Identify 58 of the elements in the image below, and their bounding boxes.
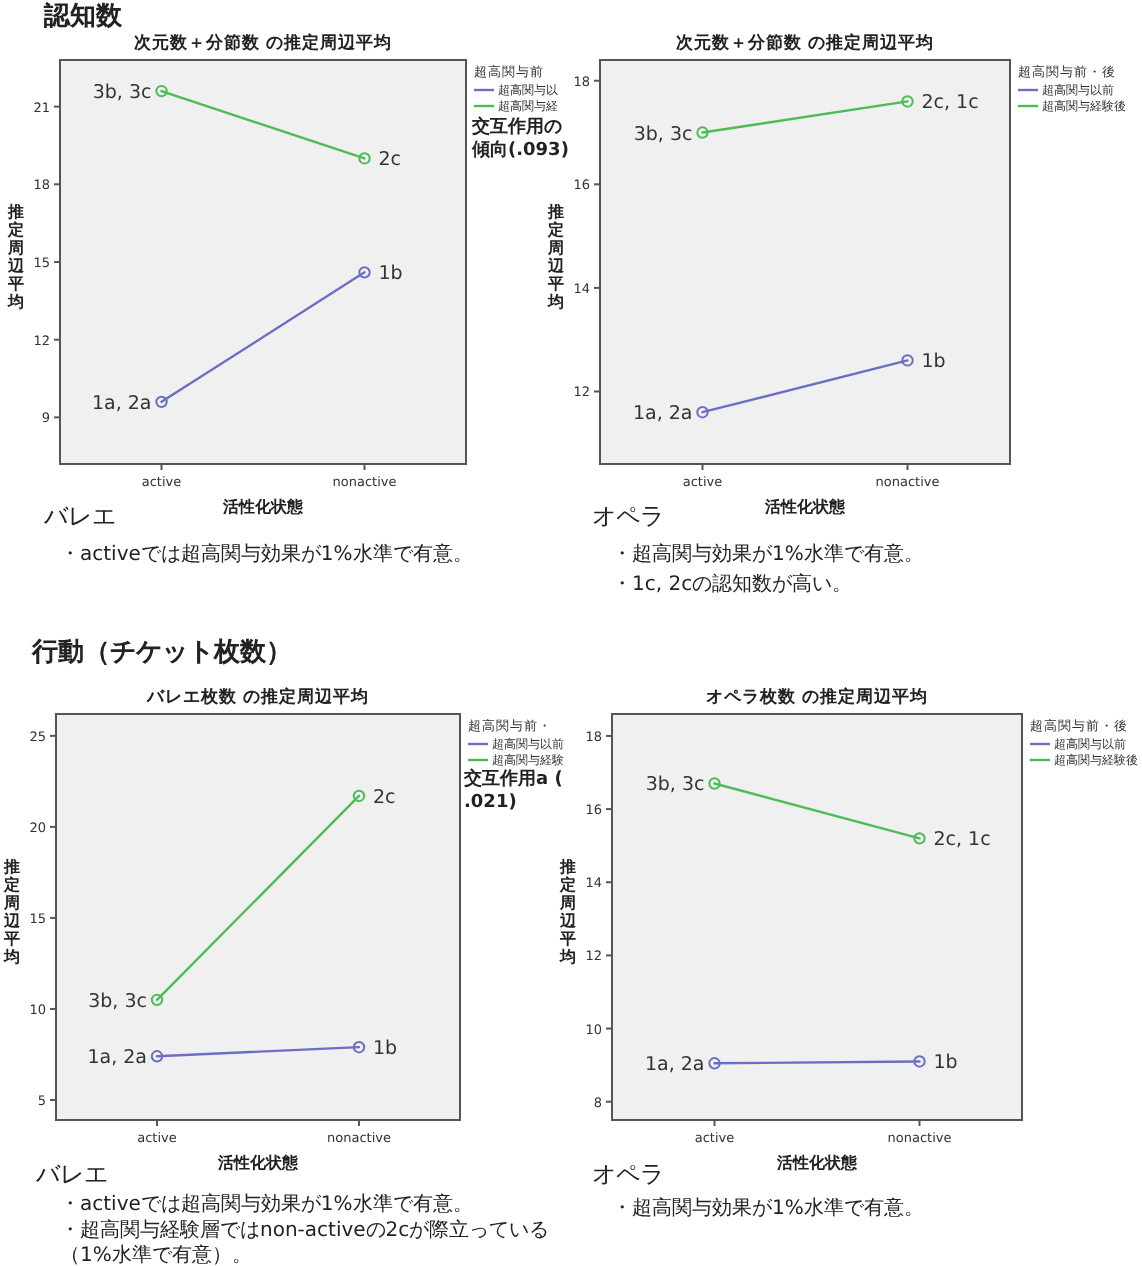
annotation: 2c, 1c xyxy=(921,92,979,115)
chart-title: バレエ枚数 の推定周辺平均 xyxy=(145,686,369,708)
annotation: 1a, 2a xyxy=(644,1054,705,1077)
y-axis-title: 推定周辺平均 xyxy=(558,858,578,966)
x-axis-title: 活性化状態 xyxy=(221,498,305,516)
x-axis-title: 活性化状態 xyxy=(216,1154,300,1172)
annotation: 2c, 1c xyxy=(933,829,991,852)
text: ・超高関与効果が1%水準で有意。 xyxy=(612,1196,924,1220)
annotation: 3b, 3c xyxy=(88,990,147,1013)
point xyxy=(358,266,371,279)
annotation: 2c xyxy=(378,149,402,172)
x-axis-title: 活性化状態 xyxy=(763,498,847,516)
text: 認知数 xyxy=(42,0,124,32)
point xyxy=(155,395,168,409)
point xyxy=(696,406,709,419)
annotation: 3b, 3c xyxy=(92,82,152,105)
annotation: 1b xyxy=(378,263,403,286)
text: 交互作用a (.021) xyxy=(462,768,563,813)
y-axis-title: 推定周辺平均 xyxy=(2,858,22,966)
chart-title: 次元数＋分節数 の推定周辺平均 xyxy=(676,32,934,54)
x-axis-title: 活性化状態 xyxy=(775,1154,859,1172)
point xyxy=(696,126,709,139)
text: ・超高関与経験層ではnon-activeの2cが際立っている（1%水準で有意）。 xyxy=(60,1218,550,1266)
annotation: 1b xyxy=(921,351,946,374)
annotation: 2c xyxy=(373,786,396,809)
point xyxy=(358,152,371,165)
text: バレエ xyxy=(34,1160,108,1188)
text: 行動（チケット枚数） xyxy=(30,638,292,668)
text: ・超高関与効果が1%水準で有意。 xyxy=(612,542,924,566)
point xyxy=(155,84,168,98)
annotation: 1a, 2a xyxy=(87,1047,147,1070)
point xyxy=(901,354,914,367)
point xyxy=(913,1055,926,1068)
annotation: 3b, 3c xyxy=(645,774,705,797)
text: ・activeでは超高関与効果が1%水準で有意。 xyxy=(60,1192,473,1216)
chart-title: オペラ枚数 の推定周辺平均 xyxy=(706,686,928,708)
annotation: 3b, 3c xyxy=(633,123,693,146)
y-axis-title: 推定周辺平均 xyxy=(546,203,566,311)
y-axis-title: 推定周辺平均 xyxy=(6,203,26,311)
annotation: 1a, 2a xyxy=(91,392,152,415)
text: ・1c, 2cの認知数が高い。 xyxy=(612,572,853,596)
point xyxy=(352,1040,366,1054)
text: 交互作用の傾向(.093) xyxy=(470,116,569,161)
point xyxy=(901,95,914,108)
text: バレエ xyxy=(42,502,116,530)
text: ・activeでは超高関与効果が1%水準で有意。 xyxy=(60,542,473,566)
annotation: 1a, 2a xyxy=(632,403,693,426)
point xyxy=(150,1050,164,1063)
point xyxy=(352,789,366,803)
text: オペラ xyxy=(592,1160,664,1188)
point xyxy=(913,832,926,845)
chart-title: 次元数＋分節数 の推定周辺平均 xyxy=(134,32,392,54)
annotation: 1b xyxy=(373,1038,398,1061)
annotation: 1b xyxy=(933,1052,958,1075)
point xyxy=(708,1057,721,1070)
point xyxy=(150,993,164,1007)
text: オペラ xyxy=(592,502,664,530)
point xyxy=(708,777,721,790)
